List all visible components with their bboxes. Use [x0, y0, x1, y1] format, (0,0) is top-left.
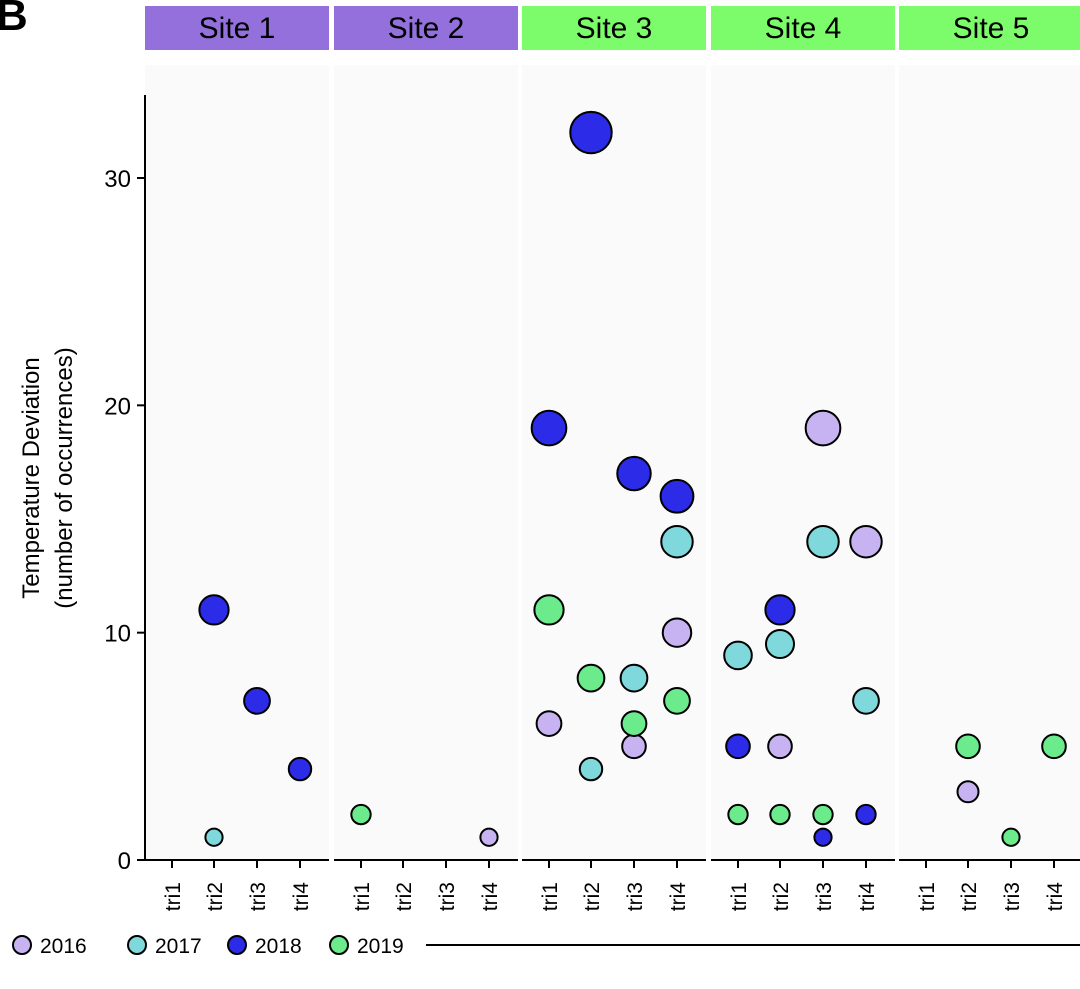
- point-2017-site3-tri4: [660, 525, 694, 559]
- point-2019-site3-tri1: [533, 594, 565, 626]
- point-2017-site4-tri3: [806, 525, 840, 559]
- point-2018-site1-tri2: [198, 594, 230, 626]
- y-tick-label-10: 10: [104, 621, 131, 648]
- legend-key-2016: [12, 935, 32, 955]
- point-2016-site3-tri3: [621, 733, 647, 760]
- y-tick-label-30: 30: [104, 166, 131, 193]
- x-tick-label-facet-2-tri4: tri4: [479, 882, 502, 911]
- facet-strip-label-2: Site 2: [388, 12, 465, 45]
- point-2019-site3-tri3: [620, 710, 648, 737]
- x-tick-label-facet-5-tri1: tri1: [916, 882, 939, 911]
- point-2017-site4-tri4: [852, 686, 880, 715]
- x-tick-label-facet-5-tri4: tri4: [1044, 882, 1067, 911]
- point-2018-site3-tri2: [569, 110, 613, 155]
- point-2019-site4-tri1: [727, 803, 749, 826]
- x-tick-label-facet-4-tri1: tri1: [728, 882, 751, 911]
- facet-strip-5: [899, 6, 1080, 50]
- y-axis-title: Temperature Deviation (number of occurre…: [18, 347, 78, 608]
- point-2019-site5-tri2: [955, 733, 981, 760]
- panel-letter: B: [0, 0, 28, 40]
- legend-label-2017: 2017: [155, 935, 202, 958]
- facet-strip-label-4: Site 4: [765, 12, 842, 45]
- legend-label-2019: 2019: [357, 935, 404, 958]
- facet-panel-1: [145, 65, 329, 860]
- point-2017-site1-tri2: [204, 827, 224, 847]
- point-2017-site3-tri2: [578, 756, 604, 782]
- x-tick-label-facet-1-tri3: tri3: [247, 882, 270, 911]
- legend-key-2019: [329, 935, 349, 955]
- legend-label-2018: 2018: [255, 935, 302, 958]
- y-axis-title-line1: Temperature Deviation: [18, 357, 45, 598]
- legend-label-2016: 2016: [40, 935, 87, 958]
- point-2018-site4-tri3: [813, 827, 833, 847]
- facet-panel-3: [522, 65, 706, 860]
- facet-strip-label-3: Site 3: [576, 12, 653, 45]
- facet-strips: Site 1 Site 2 Site 3 Site 4 Site 5: [145, 6, 1080, 50]
- point-2019-site5-tri4: [1041, 733, 1067, 760]
- point-2019-site4-tri2: [769, 803, 791, 826]
- y-tick-label-20: 20: [104, 393, 131, 420]
- point-2016-site3-tri4: [661, 617, 693, 648]
- x-tick-label-facet-4-tri4: tri4: [856, 882, 879, 911]
- facet-strip-1: [145, 6, 329, 50]
- y-tick-label-0: 0: [118, 848, 131, 875]
- point-2018-site4-tri4: [855, 803, 877, 826]
- facet-strip-4: [711, 6, 895, 50]
- point-2018-site4-tri1: [725, 733, 751, 760]
- x-axis: tri1 tri2 tri3 tri4 tri1 tri2 tri3 tri4 tri1 tri2…: [145, 859, 1080, 911]
- legend-key-2018: [227, 935, 247, 955]
- point-2017-site3-tri3: [619, 663, 649, 693]
- point-2016-site3-tri1: [535, 710, 563, 737]
- legend-key-2017: [127, 935, 147, 955]
- point-2016-site5-tri2: [956, 780, 980, 804]
- y-axis: 0 10 20 30: [104, 95, 146, 875]
- facet-strip-2: [334, 6, 518, 50]
- point-2019-site4-tri3: [812, 803, 834, 826]
- facet-strip-label-1: Site 1: [199, 12, 276, 45]
- x-tick-label-facet-1-tri1: tri1: [162, 882, 185, 911]
- x-tick-label-facet-3-tri1: tri1: [539, 882, 562, 911]
- x-tick-label-facet-5-tri3: tri3: [1001, 882, 1024, 911]
- point-2016-site4-tri4: [849, 525, 883, 559]
- point-2016-site4-tri3: [804, 409, 842, 447]
- x-tick-label-facet-4-tri3: tri3: [813, 882, 836, 911]
- point-2019-site3-tri4: [663, 686, 691, 715]
- point-2018-site1-tri4: [287, 756, 313, 782]
- x-tick-label-facet-3-tri4: tri4: [667, 882, 690, 911]
- x-tick-label-facet-3-tri3: tri3: [624, 882, 647, 911]
- point-2018-site3-tri4: [659, 478, 695, 514]
- legend: 2016 2017 2018 2019: [12, 935, 1080, 958]
- x-tick-label-facet-1-tri2: tri2: [204, 882, 227, 911]
- point-2016-site2-tri4: [479, 827, 499, 847]
- x-tick-label-facet-4-tri2: tri2: [770, 882, 793, 911]
- point-2019-site5-tri3: [1001, 827, 1021, 847]
- point-2018-site4-tri2: [764, 594, 796, 626]
- point-2018-site3-tri3: [616, 455, 652, 492]
- x-tick-label-facet-1-tri4: tri4: [290, 882, 313, 911]
- point-2018-site3-tri1: [530, 409, 568, 447]
- facet-strip-3: [522, 6, 706, 50]
- point-2018-site1-tri3: [243, 686, 271, 715]
- x-tick-label-facet-2-tri1: tri1: [351, 882, 374, 911]
- x-tick-label-facet-5-tri2: tri2: [958, 882, 981, 911]
- y-axis-title-line2: (number of occurrences): [51, 347, 78, 608]
- point-2019-site2-tri1: [350, 803, 372, 826]
- facet-panel-4: [711, 65, 895, 860]
- point-2016-site4-tri2: [767, 733, 793, 760]
- point-2019-site3-tri2: [576, 663, 606, 693]
- facet-strip-label-5: Site 5: [953, 12, 1030, 45]
- point-2017-site4-tri1: [723, 640, 753, 671]
- x-tick-label-facet-3-tri2: tri2: [581, 882, 604, 911]
- x-tick-label-facet-2-tri2: tri2: [393, 882, 416, 911]
- data-points: [198, 110, 1067, 847]
- facet-panel-5: [899, 65, 1080, 860]
- facet-backgrounds: [145, 65, 1080, 860]
- facet-panel-2: [334, 65, 518, 860]
- x-tick-label-facet-2-tri3: tri3: [436, 882, 459, 911]
- point-2017-site4-tri2: [764, 629, 796, 660]
